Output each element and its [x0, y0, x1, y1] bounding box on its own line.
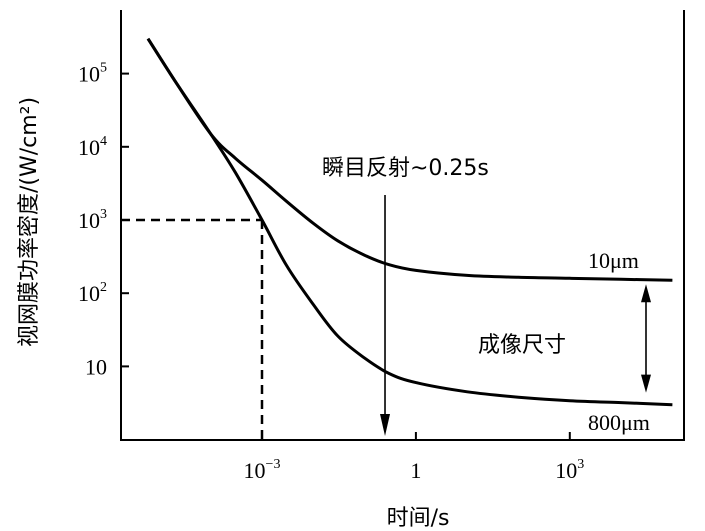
series-line-800um: [146, 37, 673, 407]
y-axis-title: 视网膜功率密度/(W/cm²): [17, 97, 42, 347]
series-label-800um: 800μm: [588, 410, 650, 435]
x-tick-label: 103: [555, 457, 584, 483]
size-arrowhead-down: [641, 374, 651, 393]
series-label-10um: 10μm: [588, 248, 639, 273]
x-tick-label: 1: [410, 458, 421, 483]
y-tick-label: 105: [78, 61, 107, 87]
axis-ticks: 10−3 1 103 10 102 103 104 105: [78, 61, 584, 483]
y-tick-label: 103: [78, 207, 107, 233]
blink-arrowhead: [380, 414, 391, 436]
y-tick-label: 104: [78, 134, 107, 160]
x-axis-title: 时间/s: [387, 506, 450, 531]
annotations: 瞬目反射~0.25s 成像尺寸 10μm 800μm: [121, 156, 651, 440]
axis-frame: [120, 10, 685, 441]
image-size-label: 成像尺寸: [478, 333, 566, 358]
series-line-10um: [146, 37, 673, 282]
y-tick-label: 10: [85, 354, 107, 379]
blink-reflex-label: 瞬目反射~0.25s: [322, 156, 489, 181]
size-arrowhead-up: [641, 284, 651, 303]
x-tick-label: 10−3: [244, 457, 281, 483]
data-series: [146, 37, 673, 407]
y-tick-label: 102: [78, 280, 107, 306]
plot-axes: [120, 10, 685, 441]
